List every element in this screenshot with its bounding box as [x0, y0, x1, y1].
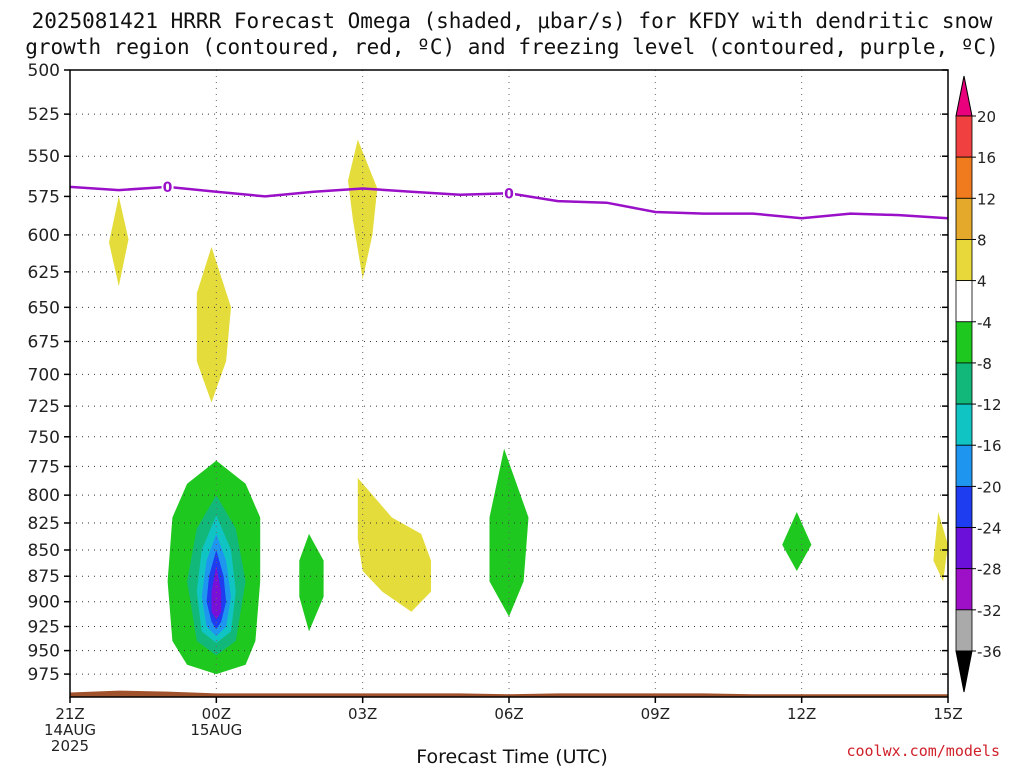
- omega-region-6: [299, 533, 324, 632]
- colorbar-label: -32: [977, 602, 1002, 620]
- y-tick-label: 750: [28, 428, 60, 448]
- axes-layer: 500 525 550 575 600 625 650 675 700 725 750 775 800 8…: [28, 61, 963, 755]
- y-tick-label: 900: [28, 593, 60, 613]
- x-tick-label: 15AUG: [190, 721, 242, 739]
- colorbar-label: 20: [977, 108, 996, 126]
- x-tick-label: 15Z: [933, 705, 962, 723]
- chart-title-line1: 2025081421 HRRR Forecast Omega (shaded, …: [31, 9, 993, 33]
- colorbar-label: 12: [977, 190, 996, 208]
- omega-region-1: [196, 246, 231, 403]
- y-tick-label: 725: [28, 397, 60, 417]
- y-tick-label: 700: [28, 365, 60, 385]
- y-tick-label: 850: [28, 541, 60, 561]
- chart-title-line2: growth region (contoured, red, ºC) and f…: [25, 35, 999, 59]
- y-tick-label: 600: [28, 226, 60, 246]
- y-tick-label: 525: [28, 105, 60, 125]
- omega-region-0: [109, 196, 129, 287]
- colorbar-segment: [955, 527, 973, 570]
- colorbar-segment: [955, 609, 973, 652]
- colorbar-segment: [955, 280, 973, 323]
- grid-layer: [69, 69, 949, 697]
- terrain-layer: [70, 690, 948, 697]
- x-tick-label: 2025: [51, 737, 89, 755]
- y-tick-label: 550: [28, 147, 60, 167]
- x-tick-label: 09Z: [641, 705, 670, 723]
- omega-region-3: [357, 478, 431, 612]
- omega-shading-layer: [109, 139, 948, 675]
- x-tick-label: 21Z: [55, 705, 84, 723]
- x-tick-label: 03Z: [348, 705, 377, 723]
- chart-title: 2025081421 HRRR Forecast Omega (shaded, …: [0, 8, 1024, 60]
- colorbar-label: -28: [977, 561, 1002, 579]
- colorbar-label: -24: [977, 520, 1002, 538]
- colorbar-top-triangle: [955, 75, 973, 117]
- freezing-label-bg: [503, 185, 515, 202]
- y-tick-label: 500: [28, 61, 60, 81]
- colorbar-segment: [955, 403, 973, 446]
- x-tick-label: 06Z: [494, 705, 523, 723]
- x-axis-label: Forecast Time (UTC): [416, 746, 608, 768]
- colorbar-label: -16: [977, 437, 1002, 455]
- omega-region-4: [933, 512, 948, 582]
- freezing-level-label: 0: [163, 180, 173, 196]
- colorbar-label: 8: [977, 231, 987, 249]
- y-tick-label: 575: [28, 187, 60, 207]
- y-tick-label: 775: [28, 457, 60, 477]
- y-tick-label: 950: [28, 642, 60, 662]
- y-tick-label: 875: [28, 567, 60, 587]
- x-tick-label: 00Z: [202, 705, 231, 723]
- colorbar-label: -4: [977, 314, 992, 332]
- colorbar-label: -20: [977, 478, 1002, 496]
- y-tick-label: 800: [28, 486, 60, 506]
- x-tick-label: 12Z: [787, 705, 816, 723]
- y-tick-label: 825: [28, 514, 60, 534]
- watermark: coolwx.com/models: [846, 742, 1000, 760]
- y-tick-label: 625: [28, 263, 60, 283]
- y-tick-label: 650: [28, 298, 60, 318]
- colorbar-label: 16: [977, 149, 996, 167]
- x-tick-label: 14AUG: [44, 721, 96, 739]
- colorbar-segment: [955, 197, 973, 240]
- colorbar-segment: [955, 321, 973, 364]
- freezing-label-bg: [161, 178, 174, 195]
- y-tick-label: 925: [28, 617, 60, 637]
- colorbar-bottom-triangle: [955, 650, 973, 693]
- colorbar: 20 16 12 8 4 -4 -8 -12 -16 -20 -24 -28 -32 -36: [955, 75, 1002, 693]
- colorbar-label: -12: [977, 396, 1002, 414]
- colorbar-segment: [955, 568, 973, 611]
- freezing-level-label: 0: [504, 186, 514, 202]
- colorbar-segment: [955, 156, 973, 199]
- colorbar-segment: [955, 115, 973, 158]
- colorbar-label: 4: [977, 273, 987, 291]
- colorbar-label: -36: [977, 643, 1002, 661]
- colorbar-segment: [955, 444, 973, 487]
- y-tick-label: 975: [28, 665, 60, 685]
- terrain-fill: [70, 690, 948, 697]
- colorbar-segment: [955, 485, 973, 528]
- y-tick-label: 675: [28, 332, 60, 352]
- colorbar-segment: [955, 362, 973, 405]
- omega-region-8: [782, 512, 812, 571]
- omega-region-2: [348, 139, 378, 280]
- colorbar-segment: [955, 239, 973, 282]
- colorbar-label: -8: [977, 355, 992, 373]
